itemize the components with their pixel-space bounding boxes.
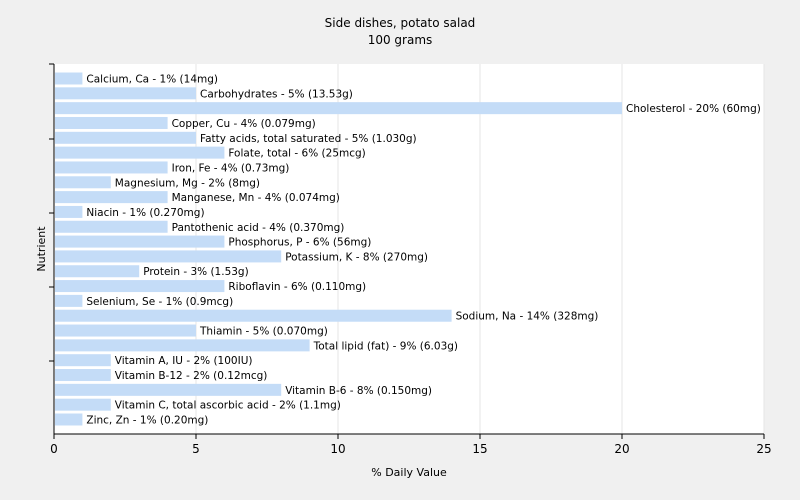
- bar: [55, 102, 622, 115]
- bar-label: Vitamin B-12 - 2% (0.12mcg): [115, 370, 268, 382]
- bar-label: Zinc, Zn - 1% (0.20mg): [86, 415, 208, 427]
- plot-area: [54, 64, 764, 434]
- bar-label: Phosphorus, P - 6% (56mg): [228, 237, 371, 249]
- bar: [55, 220, 168, 233]
- x-axis-title: % Daily Value: [371, 466, 447, 479]
- gridlines: [195, 64, 765, 434]
- bar-label: Riboflavin - 6% (0.110mg): [228, 281, 366, 293]
- x-tick-label: 20: [614, 442, 629, 456]
- bar-label: Vitamin C, total ascorbic acid - 2% (1.1…: [115, 400, 341, 412]
- chart-title: Side dishes, potato salad: [325, 16, 476, 30]
- bars: [55, 72, 622, 426]
- bar: [55, 191, 168, 204]
- y-axis-title: Nutrient: [35, 226, 48, 272]
- bar-label: Vitamin A, IU - 2% (100IU): [115, 355, 253, 367]
- bar-label: Fatty acids, total saturated - 5% (1.030…: [200, 133, 417, 145]
- bar-label: Carbohydrates - 5% (13.53g): [200, 88, 353, 100]
- bar: [55, 87, 196, 100]
- bar: [55, 309, 452, 322]
- bar: [55, 398, 111, 411]
- bar: [55, 72, 83, 85]
- bar: [55, 265, 140, 278]
- bar: [55, 294, 83, 307]
- bar: [55, 116, 168, 129]
- bar: [55, 146, 225, 159]
- bar: [55, 354, 111, 367]
- bar-label: Total lipid (fat) - 9% (6.03g): [313, 340, 458, 352]
- bar-label: Folate, total - 6% (25mcg): [228, 148, 365, 160]
- bar: [55, 205, 83, 218]
- bar-label: Iron, Fe - 4% (0.73mg): [172, 162, 290, 174]
- bar: [55, 176, 111, 189]
- bar: [55, 413, 83, 426]
- x-ticks: 0 5 10 15 20 25: [50, 434, 772, 456]
- bar-label: Selenium, Se - 1% (0.9mcg): [86, 296, 233, 308]
- bar-label: Niacin - 1% (0.270mg): [86, 207, 204, 219]
- x-tick-label: 5: [192, 442, 200, 456]
- bar-label: Pantothenic acid - 4% (0.370mg): [172, 222, 345, 234]
- bar: [55, 280, 225, 293]
- bar: [55, 250, 282, 263]
- x-tick-label: 15: [472, 442, 487, 456]
- bar-label: Copper, Cu - 4% (0.079mg): [172, 118, 316, 130]
- bar-label: Cholesterol - 20% (60mg): [626, 103, 761, 115]
- bar-label: Protein - 3% (1.53g): [143, 266, 249, 278]
- bar: [55, 235, 225, 248]
- bar-label: Vitamin B-6 - 8% (0.150mg): [285, 385, 432, 397]
- bar: [55, 324, 196, 337]
- bar-label: Sodium, Na - 14% (328mg): [456, 311, 599, 323]
- x-tick-label: 0: [50, 442, 58, 456]
- bar-label: Manganese, Mn - 4% (0.074mg): [172, 192, 340, 204]
- bar-label: Calcium, Ca - 1% (14mg): [86, 74, 218, 86]
- bar: [55, 383, 282, 396]
- x-tick-label: 10: [330, 442, 345, 456]
- x-tick-label: 25: [756, 442, 771, 456]
- y-ticks: [49, 63, 54, 362]
- bar: [55, 161, 168, 174]
- bar-label: Thiamin - 5% (0.070mg): [199, 326, 328, 338]
- bar-label: Potassium, K - 8% (270mg): [285, 251, 428, 263]
- bar: [55, 339, 310, 352]
- bar: [55, 131, 196, 144]
- bar: [55, 369, 111, 382]
- bar-label: Magnesium, Mg - 2% (8mg): [115, 177, 260, 189]
- bar-labels: Calcium, Ca - 1% (14mg) Carbohydrates - 5…: [86, 74, 760, 427]
- chart-subtitle: 100 grams: [368, 33, 433, 47]
